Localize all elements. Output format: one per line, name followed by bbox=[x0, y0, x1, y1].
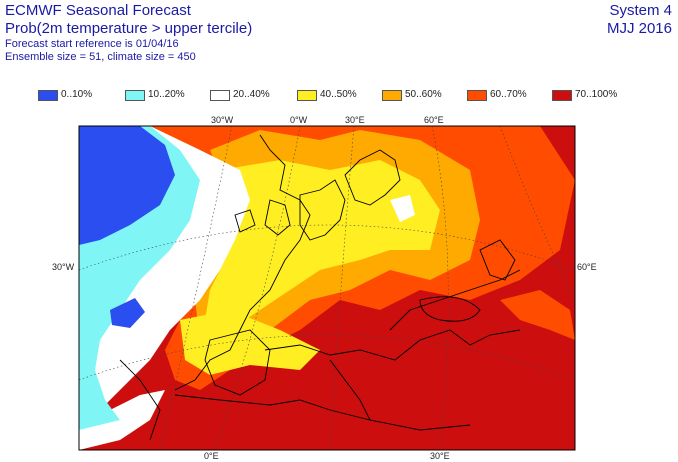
grid-label-left-30w: 30°W bbox=[52, 262, 75, 272]
ensemble-size: Ensemble size = 51, climate size = 450 bbox=[5, 51, 196, 63]
grid-label-top-30e: 30°E bbox=[345, 115, 365, 125]
legend-swatch bbox=[210, 90, 230, 101]
chart-subtitle: Prob(2m temperature > upper tercile) bbox=[5, 20, 253, 37]
header-left: ECMWF Seasonal Forecast Prob(2m temperat… bbox=[5, 2, 252, 64]
legend-label: 50..60% bbox=[405, 89, 442, 100]
forecast-start-reference: Forecast start reference is 01/04/16 bbox=[5, 38, 179, 50]
map-frame bbox=[78, 125, 576, 451]
legend-swatch bbox=[382, 90, 402, 101]
region-40-50-south bbox=[180, 310, 320, 375]
region-60-70-east bbox=[500, 290, 575, 340]
legend-swatch bbox=[297, 90, 317, 101]
region-0-10 bbox=[79, 126, 175, 245]
region-20-40-scandinavia bbox=[390, 195, 415, 222]
region-20-40-south bbox=[79, 390, 165, 450]
legend-label: 40..50% bbox=[320, 89, 357, 100]
legend-label: 20..40% bbox=[233, 89, 270, 100]
legend-swatch bbox=[125, 90, 145, 101]
grid-label-top-60e: 60°E bbox=[424, 115, 444, 125]
grid-label-bottom-0e: 0°E bbox=[204, 451, 219, 461]
graticule bbox=[79, 126, 575, 450]
region-40-50 bbox=[205, 160, 440, 330]
coastlines bbox=[119, 134, 521, 441]
region-0-10-atlantic bbox=[110, 298, 145, 328]
legend-label: 0..10% bbox=[61, 89, 93, 100]
legend: 0..10% 10..20% 20..40% 40..50% 50..60% 6… bbox=[38, 88, 638, 104]
legend-label: 60..70% bbox=[490, 89, 527, 100]
system-label: System 4 bbox=[609, 2, 672, 19]
legend-label: 10..20% bbox=[148, 89, 185, 100]
legend-label: 70..100% bbox=[575, 89, 618, 100]
grid-label-bottom-30e: 30°E bbox=[430, 451, 450, 461]
legend-swatch bbox=[467, 90, 487, 101]
legend-swatch bbox=[38, 90, 58, 101]
grid-label-right-60e: 60°E bbox=[577, 262, 597, 272]
legend-swatch bbox=[552, 90, 572, 101]
header-right: System 4 MJJ 2016 bbox=[607, 2, 672, 38]
grid-label-top-30w: 30°W bbox=[211, 115, 234, 125]
grid-label-top-0w: 0°W bbox=[290, 115, 308, 125]
chart-title: ECMWF Seasonal Forecast bbox=[5, 2, 191, 19]
forecast-period: MJJ 2016 bbox=[606, 20, 672, 37]
